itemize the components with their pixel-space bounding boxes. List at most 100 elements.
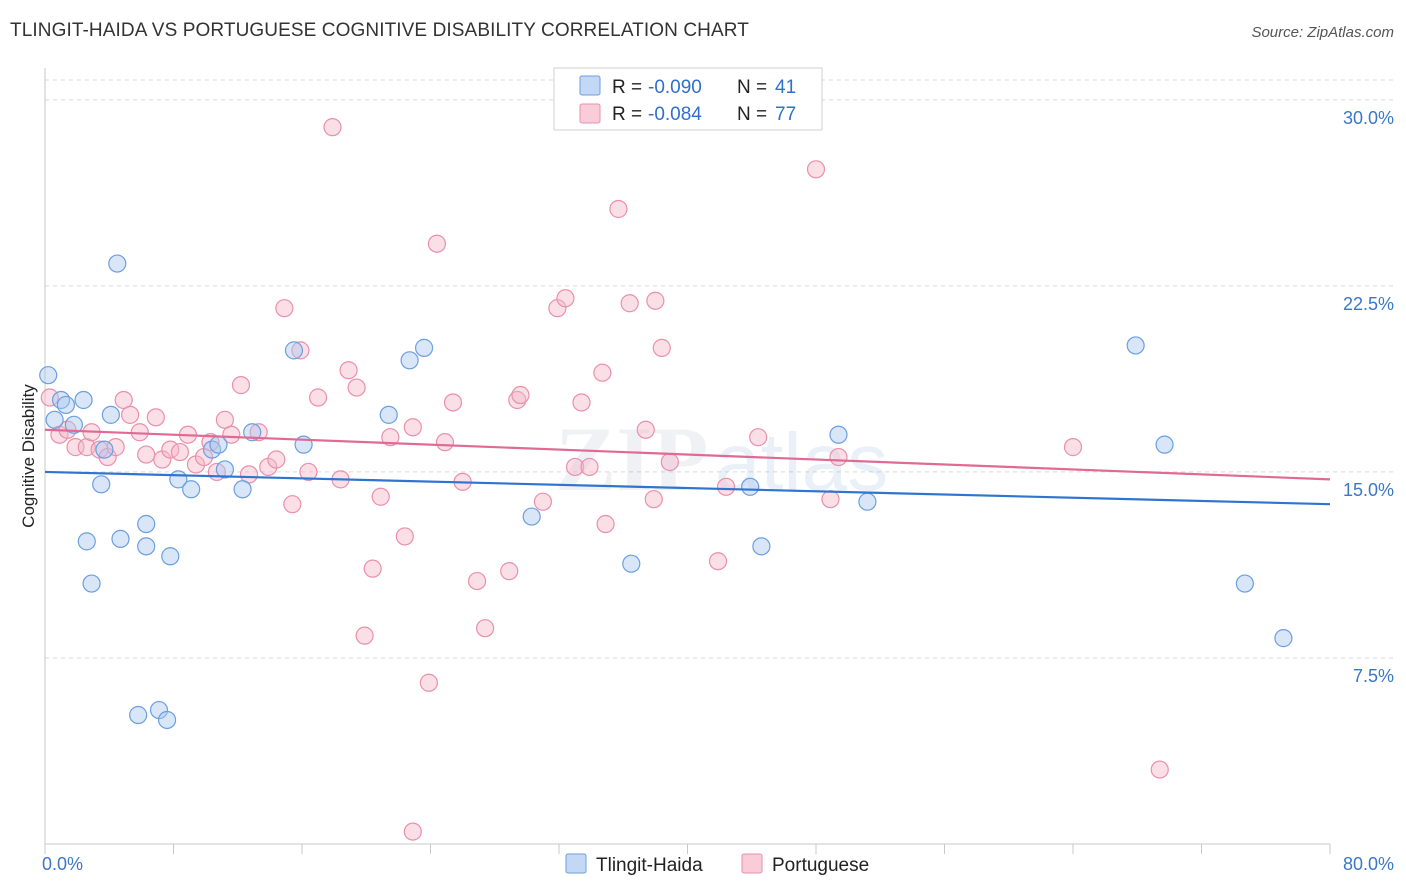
legend-n-value-1: 41 (775, 77, 796, 98)
data-point-portuguese (443, 393, 463, 412)
data-point-tlingit-haida (39, 366, 58, 385)
data-point-portuguese (395, 527, 414, 546)
data-point-portuguese (533, 492, 553, 511)
legend-r-label-2: R = (612, 104, 642, 125)
data-point-portuguese (170, 442, 190, 462)
trend-line-tlingit-haida (44, 470, 1331, 506)
data-point-tlingit-haida (741, 477, 760, 496)
data-point-portuguese (636, 420, 655, 439)
data-point-portuguese (308, 388, 328, 407)
data-point-portuguese (427, 234, 447, 253)
x-tick-label-max: 80.0% (1343, 854, 1394, 874)
chart-source: Source: ZipAtlas.com (1251, 24, 1394, 41)
data-point-portuguese (299, 462, 318, 482)
data-point-portuguese (137, 445, 156, 464)
trend-line-portuguese (44, 428, 1331, 481)
data-point-tlingit-haida (108, 254, 127, 273)
data-point-portuguese (500, 562, 519, 581)
legend-n-value-2: 77 (775, 104, 796, 125)
data-point-tlingit-haida (82, 574, 101, 593)
data-point-portuguese (231, 376, 251, 395)
legend-swatch-tlingit-haida (579, 75, 601, 96)
data-point-portuguese (620, 294, 639, 313)
bottom-legend-swatch-portuguese (741, 853, 763, 874)
data-point-tlingit-haida (56, 395, 75, 415)
data-point-tlingit-haida (752, 537, 771, 556)
data-point-portuguese (1063, 438, 1083, 457)
data-point-portuguese (363, 559, 382, 578)
data-point-tlingit-haida (522, 507, 541, 526)
data-point-tlingit-haida (284, 341, 304, 360)
data-point-portuguese (806, 160, 826, 179)
data-point-tlingit-haida (243, 423, 262, 442)
data-point-portuguese (572, 393, 591, 412)
data-point-portuguese (371, 487, 390, 506)
data-point-portuguese (106, 438, 125, 457)
legend-n-label-2: N = (737, 104, 767, 125)
data-point-tlingit-haida (111, 529, 130, 548)
data-point-portuguese (644, 490, 663, 509)
data-point-tlingit-haida (209, 435, 228, 454)
data-point-tlingit-haida (414, 338, 434, 357)
bottom-legend-label-portuguese: Portuguese (772, 855, 869, 876)
data-point-tlingit-haida (137, 514, 156, 534)
grid-layer (45, 79, 1394, 659)
data-point-tlingit-haida (379, 405, 398, 424)
data-point-portuguese (829, 447, 848, 467)
y-tick-label: 22.5% (1343, 294, 1394, 314)
data-point-tlingit-haida (161, 547, 180, 566)
data-point-portuguese (511, 385, 530, 405)
data-point-tlingit-haida (45, 410, 64, 429)
data-point-portuguese (476, 619, 495, 638)
data-point-tlingit-haida (1235, 574, 1254, 593)
data-point-tlingit-haida (233, 480, 252, 499)
legend-n-label-1: N = (737, 77, 767, 98)
data-point-portuguese (339, 361, 358, 380)
data-point-portuguese (275, 299, 294, 318)
data-point-portuguese (267, 450, 286, 469)
data-point-tlingit-haida (101, 405, 120, 424)
data-point-portuguese (565, 457, 585, 477)
x-tick-label-min: 0.0% (42, 854, 83, 874)
data-point-tlingit-haida (829, 425, 848, 444)
points-layer (39, 118, 1293, 841)
data-point-portuguese (403, 822, 422, 841)
y-tick-label: 15.0% (1343, 480, 1394, 500)
data-point-portuguese (660, 452, 679, 472)
data-point-portuguese (355, 626, 374, 645)
bottom-legend-label-tlingit-haida: Tlingit-Haida (596, 855, 703, 876)
data-point-portuguese (403, 418, 422, 437)
data-point-tlingit-haida (92, 475, 111, 494)
y-tick-label: 7.5% (1353, 666, 1394, 686)
legend-box: R = -0.090 N = 41 R = -0.084 N = 77 (553, 67, 823, 131)
data-point-portuguese (609, 199, 628, 219)
data-point-portuguese (652, 338, 671, 357)
data-point-tlingit-haida (74, 390, 93, 410)
data-point-tlingit-haida (622, 554, 641, 573)
data-point-tlingit-haida (77, 532, 96, 551)
trend-layer (44, 428, 1331, 506)
data-point-portuguese (40, 388, 59, 407)
watermark-zip: ZIP (555, 408, 708, 510)
data-point-portuguese (716, 477, 736, 496)
data-point-portuguese (556, 289, 575, 308)
legend-r-value-2: -0.084 (648, 104, 702, 125)
data-point-portuguese (249, 423, 268, 442)
bottom-legend-swatch-tlingit-haida (565, 853, 587, 874)
data-point-portuguese (283, 495, 302, 514)
data-point-tlingit-haida (858, 492, 877, 511)
data-point-portuguese (435, 433, 455, 452)
data-point-portuguese (323, 118, 342, 137)
axes-layer (44, 68, 1331, 854)
data-point-portuguese (347, 378, 366, 397)
data-point-portuguese (419, 673, 438, 692)
data-point-tlingit-haida (182, 480, 201, 499)
data-point-portuguese (580, 457, 599, 477)
bottom-legend: Tlingit-Haida Portuguese (565, 853, 869, 876)
data-point-portuguese (749, 428, 768, 447)
data-point-tlingit-haida (129, 705, 148, 725)
data-point-portuguese (222, 425, 241, 444)
data-point-tlingit-haida (400, 351, 419, 370)
y-tick-labels: 7.5% 15.0% 22.5% 30.0% (1343, 108, 1394, 686)
